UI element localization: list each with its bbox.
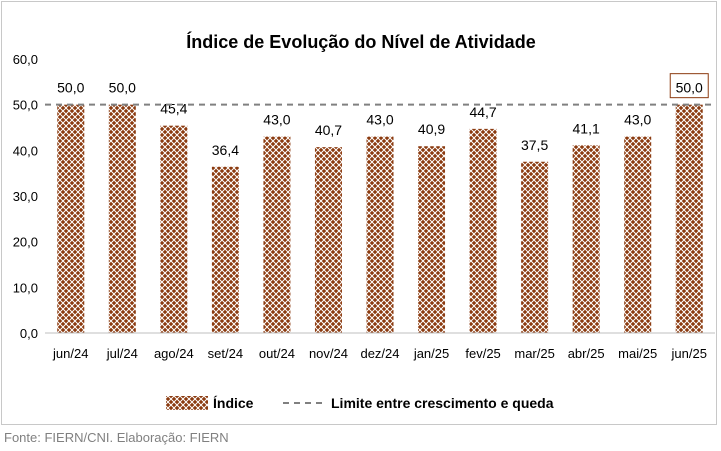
data-label: 40,9 bbox=[418, 121, 445, 137]
data-label: 40,7 bbox=[315, 122, 342, 138]
x-tick-label: ago/24 bbox=[154, 346, 194, 361]
x-tick-label: fev/25 bbox=[465, 346, 500, 361]
data-label: 43,0 bbox=[366, 112, 393, 128]
bar bbox=[675, 104, 703, 334]
bar bbox=[469, 128, 497, 333]
y-axis: 0,0 10,0 20,0 30,0 40,0 50,0 60,0 bbox=[13, 52, 38, 341]
data-label: 43,0 bbox=[624, 112, 651, 128]
source-note: Fonte: FIERN/CNI. Elaboração: FIERN bbox=[4, 430, 229, 445]
bar bbox=[572, 145, 600, 333]
legend-swatch-indice bbox=[166, 396, 208, 410]
highlight-label-box bbox=[669, 73, 709, 99]
y-tick-label: 10,0 bbox=[13, 280, 38, 295]
y-tick-label: 50,0 bbox=[13, 98, 38, 113]
legend: Índice Limite entre crescimento e queda bbox=[166, 395, 554, 411]
y-tick-label: 20,0 bbox=[13, 235, 38, 250]
x-tick-label: jun/25 bbox=[671, 346, 707, 361]
y-tick-label: 30,0 bbox=[13, 189, 38, 204]
data-label: 44,7 bbox=[469, 104, 496, 120]
chart-title: Índice de Evolução do Nível de Atividade bbox=[186, 31, 535, 52]
y-tick-label: 40,0 bbox=[13, 143, 38, 158]
x-tick-label: mai/25 bbox=[618, 346, 657, 361]
data-label: 45,4 bbox=[160, 101, 187, 117]
bar bbox=[366, 136, 394, 333]
bar bbox=[160, 125, 188, 333]
data-label: 50,0 bbox=[109, 80, 136, 96]
legend-label-reference: Limite entre crescimento e queda bbox=[331, 395, 554, 411]
x-tick-label: set/24 bbox=[208, 346, 243, 361]
bar bbox=[108, 104, 136, 334]
bar bbox=[314, 147, 342, 333]
data-label: 36,4 bbox=[212, 142, 239, 158]
x-axis: jun/24 jul/24 ago/24 set/24 out/24 nov/24 dez/… bbox=[45, 332, 715, 361]
bar bbox=[263, 136, 291, 333]
data-label: 37,5 bbox=[521, 137, 548, 153]
data-label: 50,0 bbox=[57, 80, 84, 96]
bar bbox=[57, 104, 85, 334]
bar bbox=[624, 136, 652, 333]
x-tick-label: jan/25 bbox=[413, 346, 449, 361]
data-labels: 50,0 50,0 45,4 36,4 43,0 40,7 43,0 40,9 44,7 37,5… bbox=[57, 73, 709, 158]
x-tick-label: nov/24 bbox=[309, 346, 348, 361]
bars bbox=[57, 104, 703, 334]
data-label: 50,0 bbox=[676, 80, 703, 96]
x-tick-label: dez/24 bbox=[360, 346, 399, 361]
x-tick-label: jun/24 bbox=[52, 346, 88, 361]
y-tick-label: 60,0 bbox=[13, 52, 38, 67]
data-label: 43,0 bbox=[263, 112, 290, 128]
x-tick-label: out/24 bbox=[259, 346, 295, 361]
bar bbox=[521, 161, 549, 333]
bar bbox=[418, 146, 446, 333]
legend-label-indice: Índice bbox=[213, 395, 254, 411]
x-tick-label: mar/25 bbox=[514, 346, 554, 361]
data-label: 41,1 bbox=[573, 120, 600, 136]
x-tick-label: abr/25 bbox=[568, 346, 605, 361]
x-tick-label: jul/24 bbox=[106, 346, 138, 361]
bar bbox=[211, 166, 239, 333]
y-tick-label: 0,0 bbox=[20, 326, 38, 341]
